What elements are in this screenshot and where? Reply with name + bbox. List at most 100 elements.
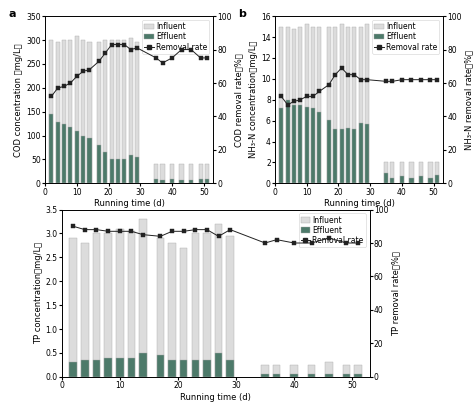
Legend: Influent, Effluent, Removal rate: Influent, Effluent, Removal rate <box>299 213 366 247</box>
Bar <box>410 178 413 183</box>
Bar <box>346 27 350 183</box>
Bar <box>160 180 164 183</box>
Bar <box>333 27 337 183</box>
Bar <box>180 164 183 183</box>
Bar <box>261 374 269 377</box>
Bar <box>97 145 101 183</box>
Bar <box>308 365 315 377</box>
Bar <box>128 155 133 183</box>
Text: a: a <box>8 9 16 19</box>
Bar <box>317 112 321 183</box>
Bar <box>308 374 315 377</box>
Bar <box>327 120 331 183</box>
Bar <box>292 29 296 183</box>
Bar <box>189 164 193 183</box>
Bar <box>339 129 344 183</box>
Bar <box>390 178 394 183</box>
Bar <box>205 179 209 183</box>
Bar <box>157 355 164 377</box>
Bar <box>203 233 211 377</box>
X-axis label: Running time (d): Running time (d) <box>94 199 164 208</box>
Bar <box>311 27 315 183</box>
Bar <box>191 233 199 377</box>
Bar <box>109 40 114 183</box>
Bar <box>215 224 222 377</box>
Bar <box>384 162 388 183</box>
Bar <box>400 162 404 183</box>
Y-axis label: COD concentration （mg/L）: COD concentration （mg/L） <box>15 43 23 156</box>
Bar <box>128 231 135 377</box>
Bar <box>49 114 54 183</box>
Bar <box>191 360 199 377</box>
Bar <box>157 238 164 377</box>
Bar <box>189 180 193 183</box>
Y-axis label: TP removal rate（%）: TP removal rate（%） <box>391 251 400 336</box>
Bar <box>291 365 298 377</box>
Bar <box>116 158 120 183</box>
Bar <box>384 173 388 183</box>
Bar <box>116 40 120 183</box>
Bar <box>104 233 112 377</box>
Bar <box>81 135 85 183</box>
Bar <box>68 40 73 183</box>
Legend: Influent, Effluent, Removal rate: Influent, Effluent, Removal rate <box>372 20 439 54</box>
Bar <box>390 162 394 183</box>
Bar <box>279 108 283 183</box>
Bar <box>358 27 363 183</box>
Bar <box>325 374 333 377</box>
Bar <box>49 40 54 183</box>
Bar <box>103 40 108 183</box>
Bar <box>261 365 269 377</box>
Bar <box>365 25 369 183</box>
Bar <box>358 123 363 183</box>
Y-axis label: COD removal rate（%）: COD removal rate（%） <box>235 53 244 147</box>
Bar <box>279 27 283 183</box>
Bar <box>97 42 101 183</box>
Bar <box>325 362 333 377</box>
Bar <box>352 27 356 183</box>
Bar <box>317 27 321 183</box>
Bar <box>355 374 362 377</box>
Bar <box>419 162 423 183</box>
Bar <box>68 127 73 183</box>
Bar <box>116 229 124 377</box>
Bar <box>355 365 362 377</box>
Y-axis label: NH₃-N concentration（mg/L）: NH₃-N concentration（mg/L） <box>249 41 258 158</box>
Bar <box>285 100 290 183</box>
Bar <box>180 360 188 377</box>
Bar <box>285 27 290 183</box>
Bar <box>116 358 124 377</box>
Bar <box>205 164 209 183</box>
Bar <box>87 138 91 183</box>
Bar <box>93 360 100 377</box>
Bar <box>352 129 356 183</box>
Bar <box>128 37 133 183</box>
Bar <box>168 243 176 377</box>
Bar <box>305 107 309 183</box>
Bar <box>93 233 100 377</box>
X-axis label: Running time (d): Running time (d) <box>180 393 251 402</box>
Bar <box>215 353 222 377</box>
Bar <box>170 164 174 183</box>
Bar <box>55 122 60 183</box>
Bar <box>70 362 77 377</box>
Bar <box>75 131 79 183</box>
Bar <box>343 374 350 377</box>
Bar <box>311 108 315 183</box>
Bar <box>428 178 433 183</box>
Bar <box>160 164 164 183</box>
Bar <box>428 162 433 183</box>
Bar <box>199 164 203 183</box>
Bar <box>128 358 135 377</box>
Bar <box>292 105 296 183</box>
Bar <box>168 360 176 377</box>
Bar <box>109 160 114 183</box>
Bar <box>122 40 127 183</box>
Bar <box>203 360 211 377</box>
Bar <box>139 219 147 377</box>
Bar <box>170 179 174 183</box>
Y-axis label: TP concentration（mg/L）: TP concentration（mg/L） <box>34 242 43 344</box>
Bar <box>327 27 331 183</box>
Bar <box>87 42 91 183</box>
Bar <box>180 180 183 183</box>
